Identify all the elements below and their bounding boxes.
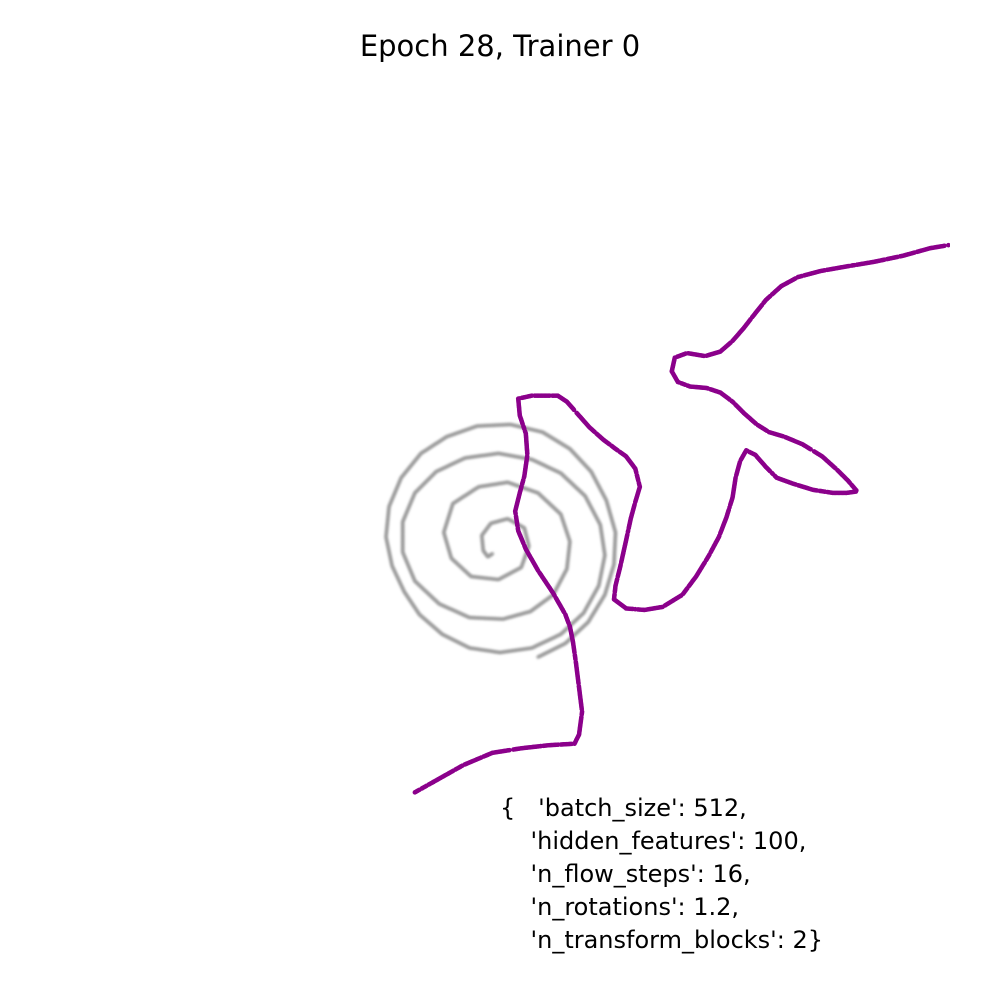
flow-point [507, 747, 512, 753]
annotation-line: 'hidden_features': 100, [500, 827, 806, 855]
flow-point [946, 242, 950, 248]
target-point [536, 655, 540, 660]
flow-point [571, 407, 577, 413]
hyperparameter-annotation: { 'batch_size': 512, 'hidden_features': … [500, 794, 823, 954]
annotation-line: { 'batch_size': 512, [500, 794, 747, 822]
flow-samples [412, 242, 950, 795]
plot-area [384, 242, 950, 795]
annotation-line: 'n_flow_steps': 16, [500, 860, 751, 888]
target-samples [384, 422, 618, 660]
flow-point [811, 449, 817, 454]
chart-title: Epoch 28, Trainer 0 [360, 29, 640, 63]
annotation-line: 'n_rotations': 1.2, [500, 893, 739, 921]
annotation-line: 'n_transform_blocks': 2} [500, 926, 823, 954]
flow-point [942, 243, 947, 249]
